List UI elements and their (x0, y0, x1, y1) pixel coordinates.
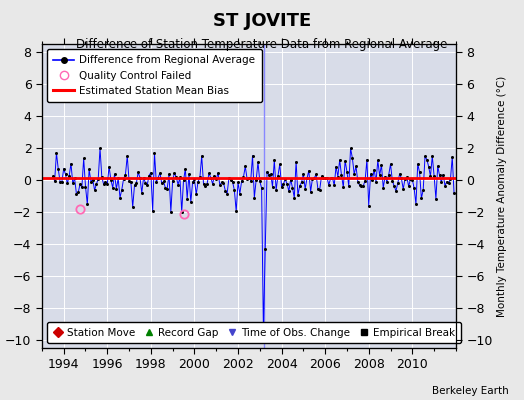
Text: Difference of Station Temperature Data from Regional Average: Difference of Station Temperature Data f… (77, 38, 447, 51)
Text: Berkeley Earth: Berkeley Earth (432, 386, 508, 396)
Legend: Station Move, Record Gap, Time of Obs. Change, Empirical Break: Station Move, Record Gap, Time of Obs. C… (47, 322, 461, 343)
Text: ST JOVITE: ST JOVITE (213, 12, 311, 30)
Y-axis label: Monthly Temperature Anomaly Difference (°C): Monthly Temperature Anomaly Difference (… (497, 75, 507, 317)
